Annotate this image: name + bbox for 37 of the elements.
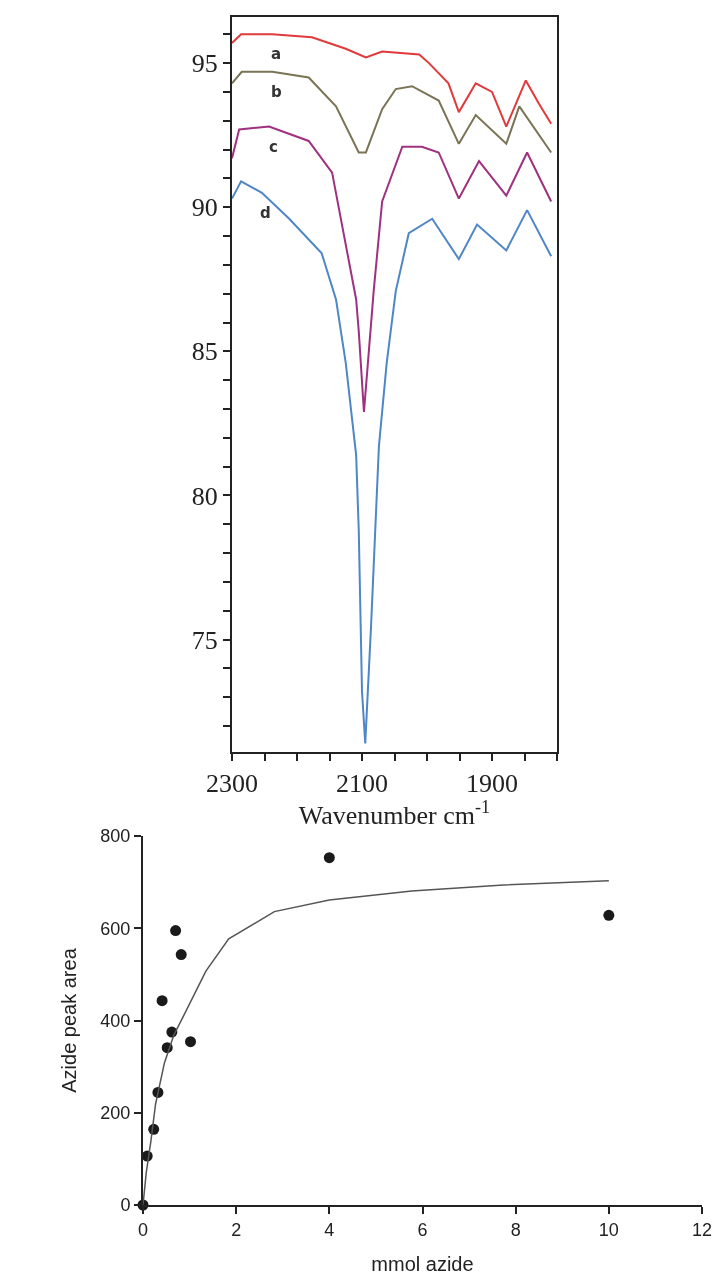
x-tick-label: 2	[231, 1219, 242, 1240]
y-tick-label: 95	[191, 49, 218, 79]
x-tick-label: 6	[417, 1219, 428, 1240]
x-tick-label: 8	[510, 1219, 521, 1240]
x-tick-label: 10	[598, 1219, 619, 1240]
y-tick-label: 600	[100, 918, 131, 939]
y-tick-label: 80	[191, 481, 218, 511]
point	[185, 1036, 197, 1048]
x-axis-title: mmol azide	[371, 1252, 474, 1275]
point	[175, 949, 187, 961]
x-tick-label: 2300	[206, 769, 258, 799]
point	[603, 909, 615, 921]
line-series	[232, 33, 553, 128]
point	[170, 925, 182, 937]
x-tick-label: 0	[137, 1219, 149, 1240]
y-axis-title: Azide peak area	[58, 947, 81, 1093]
series-label: c	[269, 138, 278, 156]
y-tick-label: 75	[191, 625, 218, 655]
x-axis-title: Wavenumber cm$^{-1}$	[298, 797, 491, 830]
point	[323, 852, 335, 864]
y-tick-label: 90	[191, 193, 218, 223]
line-series	[232, 180, 553, 745]
x-tick-label: 2100	[336, 769, 388, 799]
x-tick-label: 12	[691, 1219, 713, 1240]
line-series	[232, 125, 553, 413]
y-tick-label: 85	[191, 337, 218, 367]
series-label: d	[260, 204, 271, 222]
series-label: b	[271, 83, 282, 101]
y-tick-label: 800	[100, 826, 131, 847]
y-tick-label: 0	[120, 1195, 131, 1216]
series-label: a	[271, 45, 282, 63]
point	[156, 995, 168, 1007]
y-tick-label: 400	[100, 1010, 131, 1031]
x-tick-label: 1900	[466, 769, 518, 799]
line-series	[232, 70, 553, 154]
x-tick-label: 4	[324, 1219, 335, 1240]
y-tick-label: 200	[100, 1103, 131, 1124]
